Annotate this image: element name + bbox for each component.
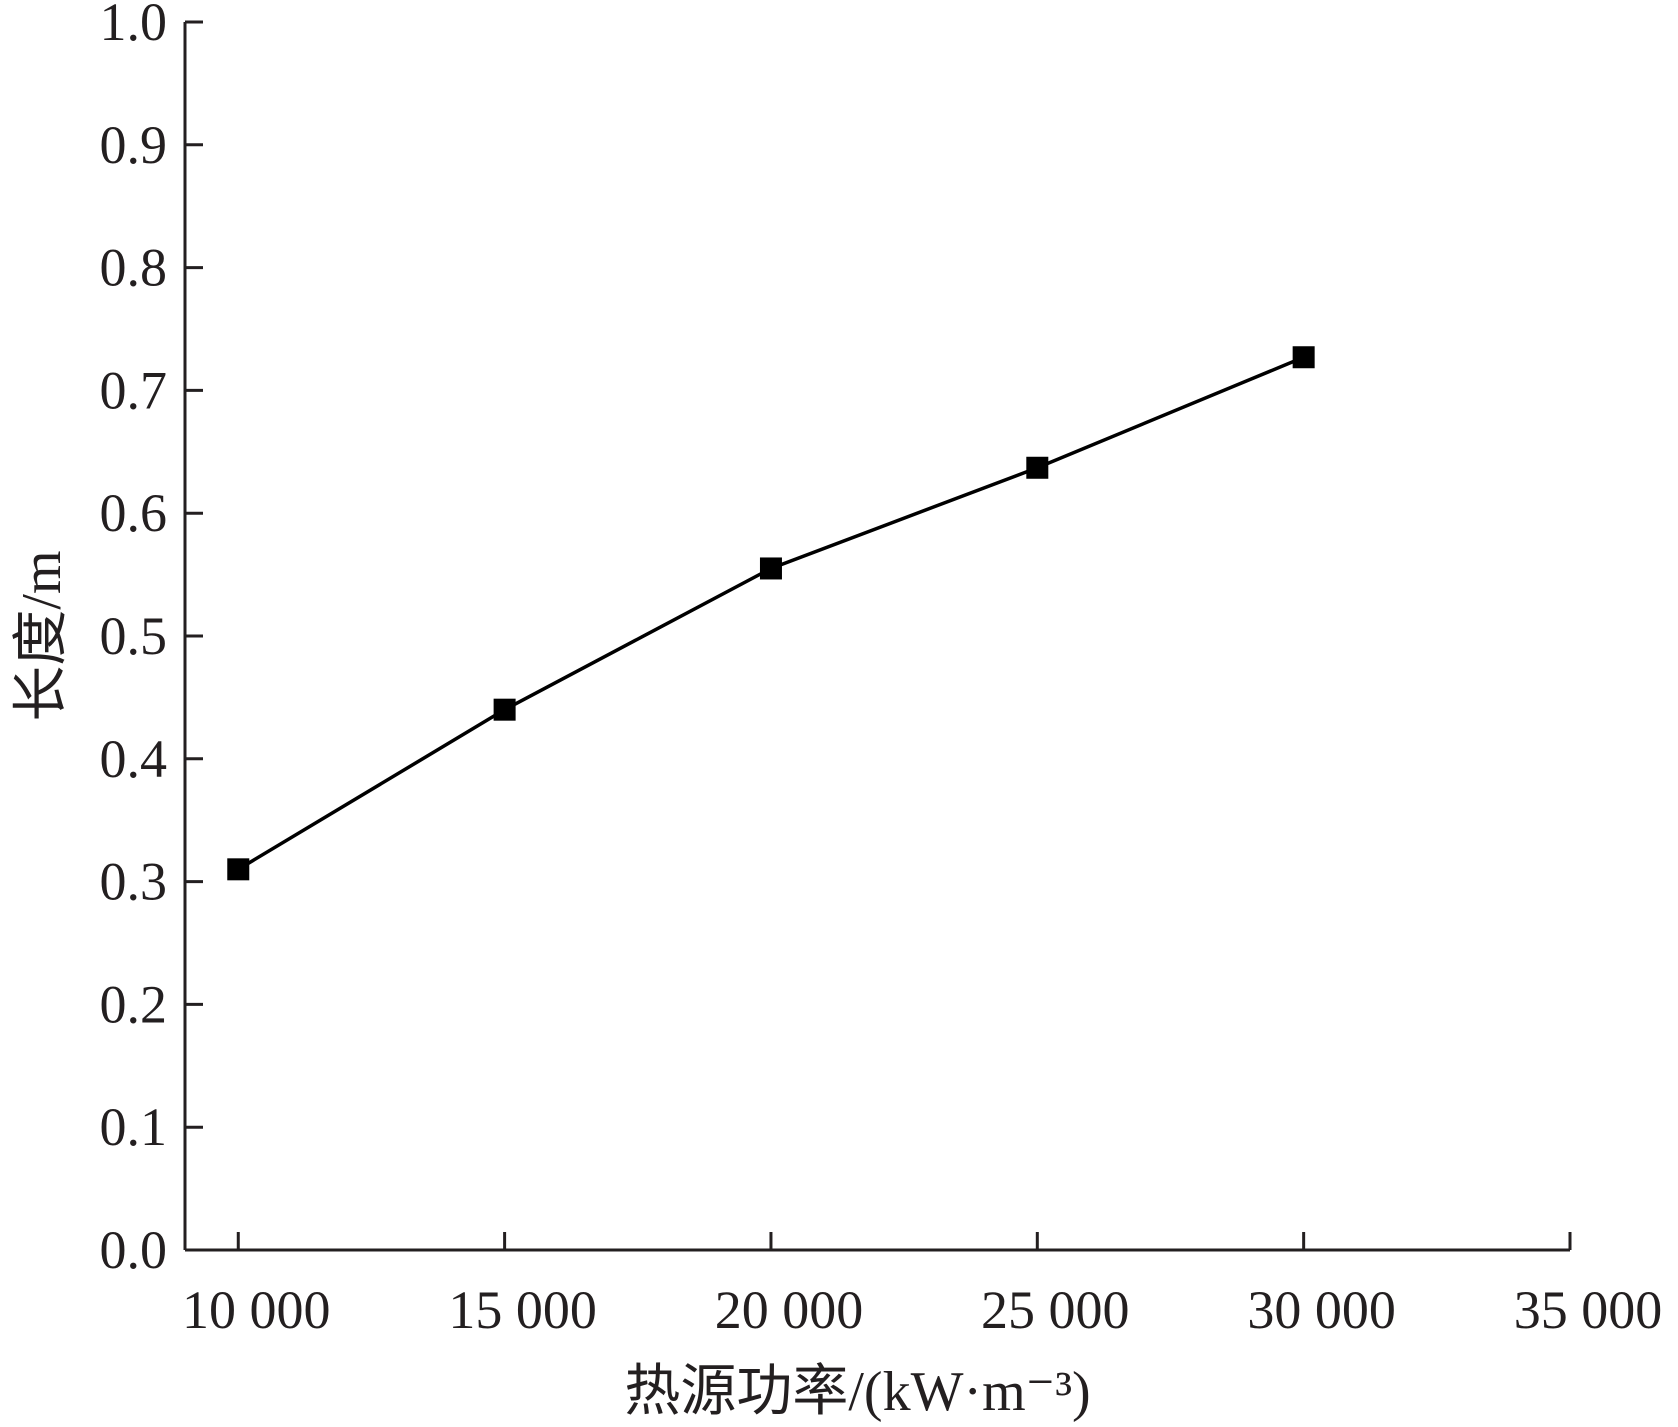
y-tick-label: 0.5 <box>100 606 168 666</box>
y-ticks: 0.0 0.1 0.2 0.3 0.4 0.5 0.6 0.7 0.8 0.9 1.0 <box>100 0 203 1280</box>
data-point-marker <box>759 557 782 580</box>
data-point-marker <box>1292 346 1315 369</box>
data-point-marker <box>1026 456 1049 479</box>
x-ticks: 10 000 15 000 20 000 25 000 30 000 35 000 <box>182 1232 1662 1340</box>
x-tick-label: 10 000 <box>182 1280 331 1340</box>
series-line <box>237 355 1305 871</box>
y-tick-label: 0.6 <box>100 483 168 543</box>
x-axis-title: 热源功率/(kW·m⁻³) <box>624 1361 1090 1423</box>
y-tick-label: 0.9 <box>100 115 168 175</box>
x-tick-label: 25 000 <box>981 1280 1130 1340</box>
y-tick-label: 0.8 <box>100 238 168 298</box>
y-tick-label: 0.0 <box>100 1220 168 1280</box>
x-tick-label: 15 000 <box>448 1280 597 1340</box>
x-tick-label: 30 000 <box>1247 1280 1396 1340</box>
y-tick-label: 0.4 <box>100 729 168 789</box>
data-point-marker <box>227 858 250 881</box>
data-point-marker <box>493 698 516 721</box>
x-tick-label: 20 000 <box>715 1280 864 1340</box>
y-axis-title: 长度/m <box>11 550 73 721</box>
y-tick-label: 0.1 <box>100 1097 168 1157</box>
y-tick-label: 0.3 <box>100 852 168 912</box>
x-tick-label: 35 000 <box>1514 1280 1663 1340</box>
y-tick-label: 0.2 <box>100 974 168 1034</box>
y-tick-label: 0.7 <box>100 360 168 420</box>
y-tick-label: 1.0 <box>100 0 168 52</box>
series-layer <box>227 346 1315 881</box>
axes <box>183 22 1570 1252</box>
